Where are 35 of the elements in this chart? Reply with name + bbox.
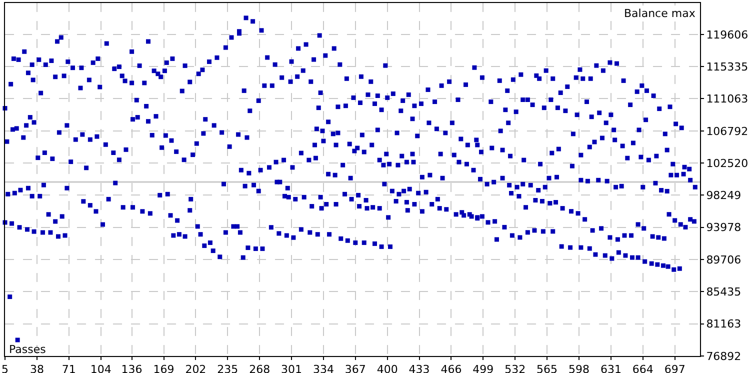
y-tick-label: 89706	[706, 253, 742, 266]
x-tick-label: 5	[2, 363, 8, 373]
x-tick-label: 433	[408, 363, 430, 373]
x-tick-label: 104	[90, 363, 112, 373]
x-tick-label: 367	[344, 363, 366, 373]
y-tick-label: 115335	[706, 60, 748, 74]
x-tick-label: 400	[376, 363, 398, 373]
x-axis-title: Passes	[9, 343, 46, 356]
y-tick-label: 102520	[706, 156, 748, 170]
x-tick-label: 71	[62, 363, 76, 373]
x-tick-label: 697	[664, 363, 686, 373]
x-tick-label: 202	[185, 363, 206, 373]
y-tick-label: 106792	[706, 124, 748, 138]
x-tick-label: 38	[30, 363, 44, 373]
y-tick-label: 111063	[706, 92, 748, 106]
y-tick-label: 76892	[706, 350, 742, 363]
x-tick-label: 631	[600, 363, 622, 373]
y-tick-label: 98249	[706, 189, 742, 202]
y-tick-label: 119606	[706, 28, 748, 42]
y-axis-title: Balance max	[624, 7, 696, 20]
x-tick-label: 235	[217, 363, 238, 373]
x-tick-label: 565	[536, 363, 558, 373]
x-tick-label: 136	[121, 363, 142, 373]
x-tick-label: 664	[632, 363, 654, 373]
y-tick-label: 81163	[706, 318, 742, 331]
x-tick-label: 598	[568, 363, 590, 373]
y-tick-label: 93978	[706, 221, 742, 234]
y-tick-label: 85435	[706, 286, 742, 299]
x-tick-label: 268	[249, 363, 270, 373]
x-tick-label: 301	[281, 363, 302, 373]
x-tick-label: 334	[312, 363, 334, 373]
x-tick-label: 169	[153, 363, 174, 373]
x-tick-label: 466	[440, 363, 462, 373]
x-tick-label: 532	[504, 363, 526, 373]
x-tick-label: 499	[472, 363, 494, 373]
